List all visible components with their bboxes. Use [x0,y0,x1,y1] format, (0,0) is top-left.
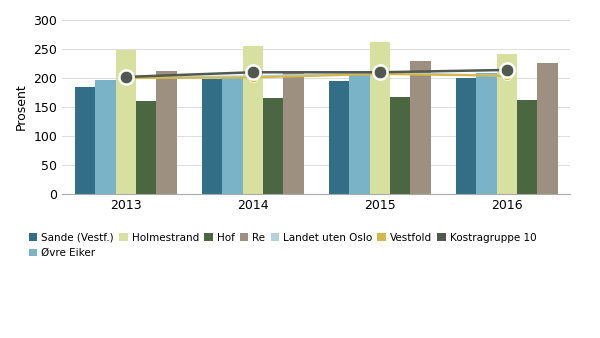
Bar [263,98,283,194]
Legend: Sande (Vestf.), Øvre Eiker, Holmestrand, Hof, Re, Landet uten Oslo, Vestfold, Ko: Sande (Vestf.), Øvre Eiker, Holmestrand,… [27,231,539,260]
Bar [370,42,390,194]
Bar [497,54,517,194]
Bar [390,97,410,194]
Bar [456,78,476,194]
Bar [136,101,156,194]
Bar [116,50,136,194]
Bar [329,81,349,194]
Bar [517,100,538,194]
Bar [538,63,557,194]
Bar [283,72,304,194]
Bar [242,46,263,194]
Bar [202,79,223,194]
Bar [95,80,116,194]
Bar [349,74,370,194]
Bar [75,87,95,194]
Bar [476,73,497,194]
Bar [410,61,431,194]
Y-axis label: Prosent: Prosent [15,84,28,130]
Bar [223,77,242,194]
Bar [156,71,176,194]
